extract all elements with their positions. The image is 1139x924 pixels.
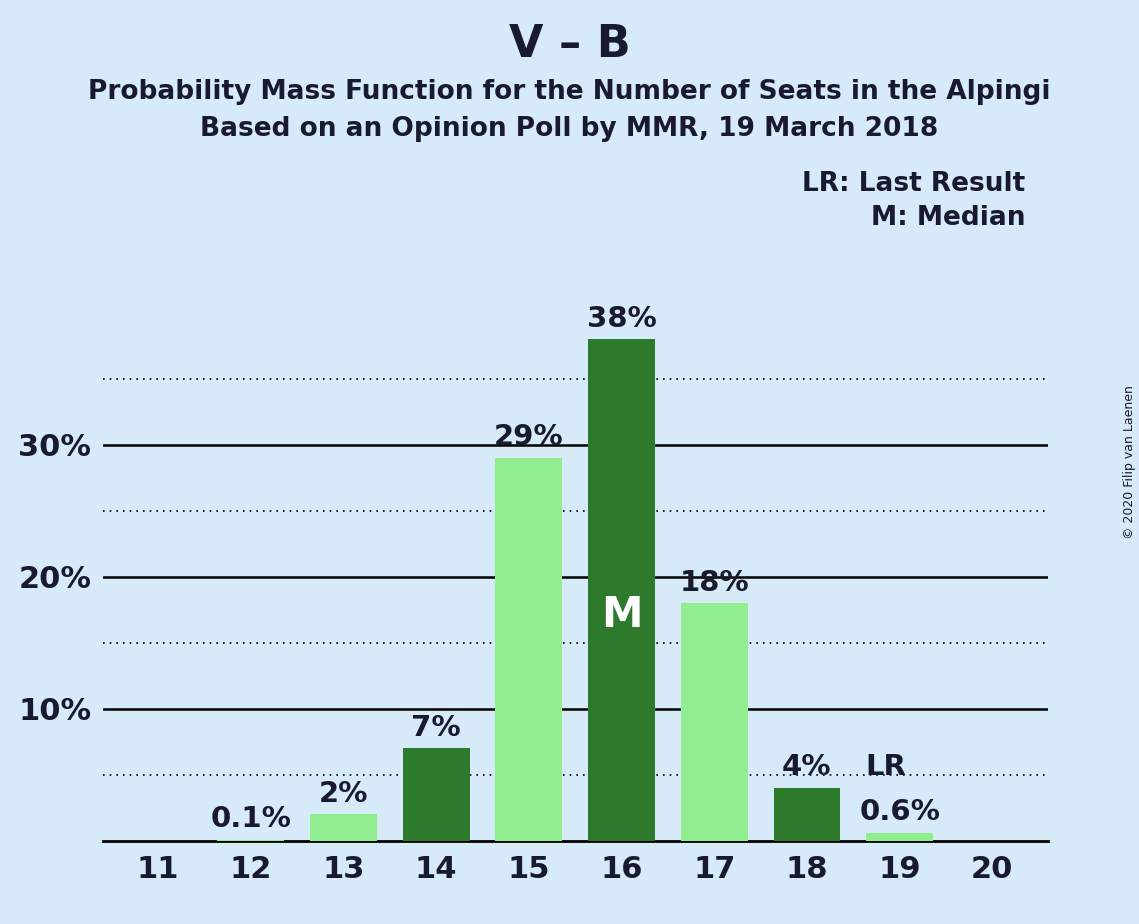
Text: M: Median: M: Median [870,205,1025,231]
Bar [681,603,747,841]
Text: M: M [600,594,642,636]
Text: Probability Mass Function for the Number of Seats in the Alpingi: Probability Mass Function for the Number… [88,79,1051,104]
Text: Based on an Opinion Poll by MMR, 19 March 2018: Based on an Opinion Poll by MMR, 19 Marc… [200,116,939,141]
Bar [773,788,841,841]
Bar [310,814,377,841]
Text: 29%: 29% [494,423,564,452]
Bar [588,339,655,841]
Text: 0.1%: 0.1% [211,805,292,833]
Text: 38%: 38% [587,305,656,333]
Text: V – B: V – B [509,23,630,67]
Text: 7%: 7% [411,714,461,742]
Text: 4%: 4% [782,753,831,782]
Bar [218,840,284,841]
Bar [403,748,469,841]
Text: LR: Last Result: LR: Last Result [802,171,1025,197]
Text: 0.6%: 0.6% [859,798,940,826]
Text: © 2020 Filip van Laenen: © 2020 Filip van Laenen [1123,385,1136,539]
Text: LR: LR [866,753,907,782]
Bar [867,833,933,841]
Bar [495,458,563,841]
Text: 18%: 18% [679,568,749,597]
Text: 2%: 2% [319,780,368,808]
